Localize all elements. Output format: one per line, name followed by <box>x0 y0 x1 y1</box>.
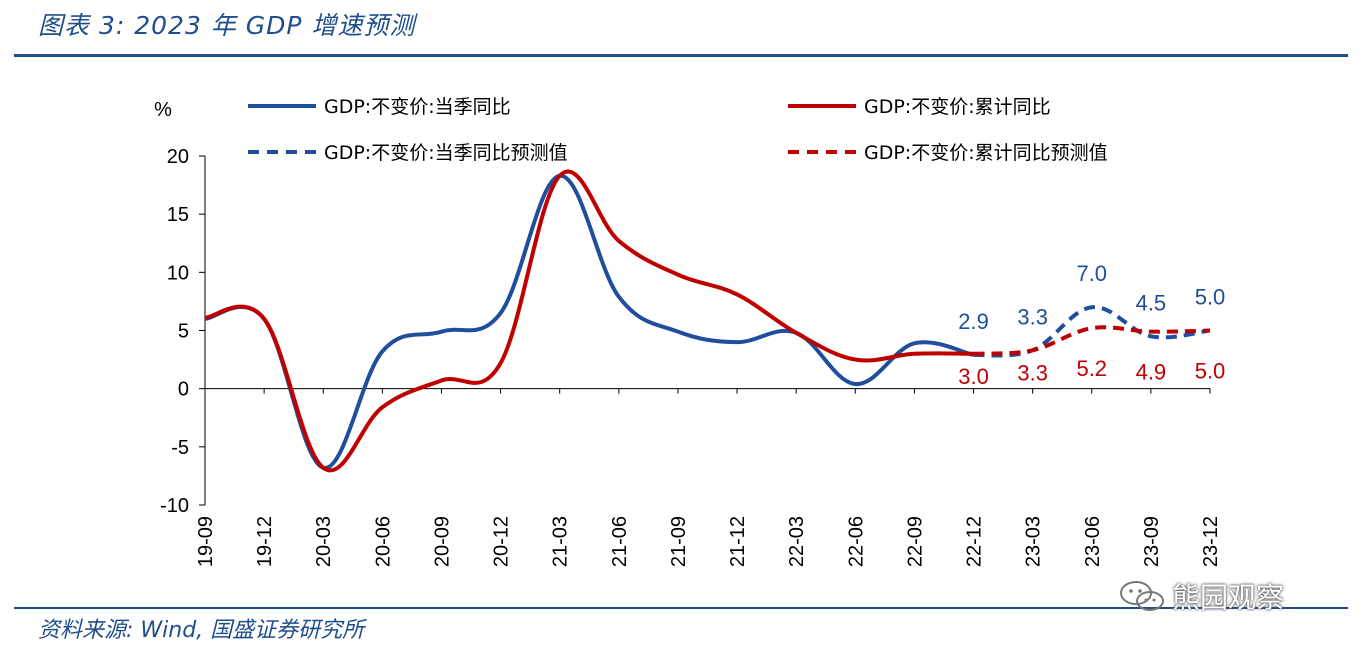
y-tick-label: 5 <box>178 321 189 343</box>
x-tick-label: 22-09 <box>904 516 926 567</box>
bottom-rule <box>14 607 1348 609</box>
x-tick-label: 22-12 <box>964 516 986 567</box>
x-tick-label: 20-12 <box>491 516 513 567</box>
y-tick-label: 10 <box>167 262 189 284</box>
x-tick-label: 22-06 <box>845 516 867 567</box>
y-tick-label: 0 <box>178 379 189 401</box>
data-label-blue: 4.5 <box>1136 290 1167 315</box>
series-line-2 <box>204 169 974 473</box>
legend-label-3: GDP:不变价:当季同比预测值 <box>324 142 568 164</box>
y-tick-label: 15 <box>167 204 189 226</box>
x-tick-label: 19-12 <box>254 516 276 567</box>
wechat-icon <box>1120 581 1164 611</box>
data-label-blue: 7.0 <box>1076 261 1107 286</box>
data-label-blue: 2.9 <box>958 309 989 334</box>
data-label-red: 5.2 <box>1076 356 1107 381</box>
top-rule <box>14 54 1348 57</box>
x-tick-label: 20-06 <box>372 516 394 567</box>
data-label-blue: 5.0 <box>1195 285 1226 310</box>
data-label-blue: 3.3 <box>1017 304 1048 329</box>
legend-label-4: GDP:不变价:累计同比预测值 <box>864 142 1108 164</box>
x-tick-label: 21-03 <box>550 516 572 567</box>
legend-label-1: GDP:不变价:当季同比 <box>324 96 511 118</box>
legend-label-2: GDP:不变价:累计同比 <box>864 96 1051 118</box>
data-label-red: 4.9 <box>1136 360 1167 385</box>
x-tick-label: 20-03 <box>313 516 335 567</box>
x-tick-label: 19-09 <box>195 516 217 567</box>
x-tick-label: 20-09 <box>431 516 453 567</box>
y-tick-label: -10 <box>160 495 189 517</box>
x-tick-label: 23-09 <box>1141 516 1163 567</box>
series-line-4 <box>973 325 1211 356</box>
source-note: 资料来源: Wind, 国盛证券研究所 <box>38 618 365 643</box>
watermark-text: 熊园观察 <box>1172 581 1285 614</box>
data-label-red: 3.0 <box>958 364 989 389</box>
x-tick-label: 23-03 <box>1023 516 1045 567</box>
x-tick-label: 23-06 <box>1082 516 1104 567</box>
x-tick-label: 22-03 <box>786 516 808 567</box>
x-tick-label: 21-06 <box>609 516 631 567</box>
gdp-line-chart: 20 15 10 5 0 -5 -10% 19-09 19-12 20-03 20-06 20-09 2… <box>154 96 1226 567</box>
series-line-1 <box>204 173 975 470</box>
figure-title: 图表 3: 2023 年 GDP 增速预测 <box>38 11 416 40</box>
x-tick-label: 21-09 <box>668 516 690 567</box>
y-axis-unit: % <box>154 99 172 121</box>
data-label-red: 3.3 <box>1017 360 1048 385</box>
x-tick-label: 21-12 <box>727 516 749 567</box>
data-label-red: 5.0 <box>1195 359 1226 384</box>
y-tick-label: 20 <box>167 146 189 168</box>
watermark: 熊园观察 <box>1118 576 1284 616</box>
x-tick-label: 23-12 <box>1200 516 1222 567</box>
y-tick-label: -5 <box>171 437 189 459</box>
